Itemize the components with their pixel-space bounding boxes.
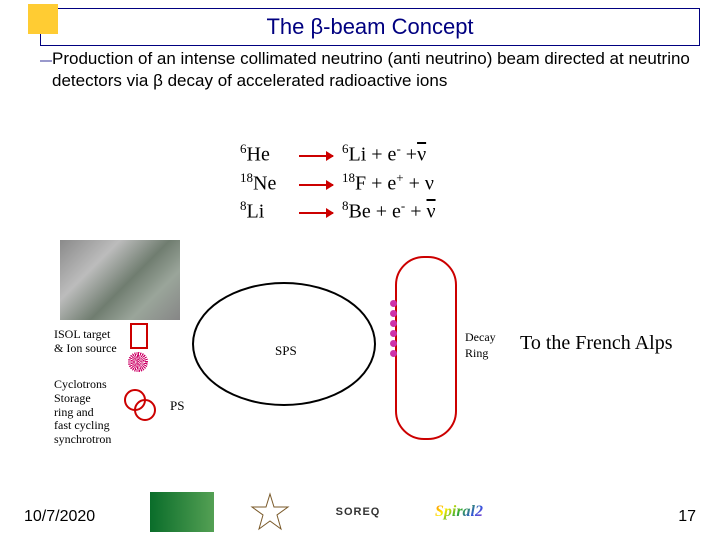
source-box-icon: [130, 323, 148, 349]
logo-2: [238, 492, 302, 532]
logo-soreq: SOREQ: [326, 492, 390, 532]
arrow-icon: [299, 212, 333, 214]
footer-page: 17: [678, 508, 696, 526]
decay-text: Decay: [465, 330, 496, 346]
logo-spiral2: Spiral2: [414, 492, 504, 532]
cyclotron-icon: [124, 389, 154, 419]
arrow-icon: [299, 155, 333, 157]
logo-1: [150, 492, 214, 532]
footer-logos: SOREQ Spiral2: [150, 492, 504, 532]
decay-dots-icon: [390, 300, 397, 357]
description-text: Production of an intense collimated neut…: [52, 48, 696, 92]
bullet-line: [40, 60, 52, 62]
decay-ring: [395, 256, 457, 440]
decay-ring-label: Decay Ring: [465, 330, 496, 361]
accent-square: [28, 4, 58, 34]
destination-label: To the French Alps: [520, 332, 672, 355]
sps-label: SPS: [275, 343, 297, 359]
isol-label: ISOL target& Ion source: [54, 328, 117, 356]
decay-reactions: 6He 6Li + e- +ν18Ne 18F + e+ + ν8Li 8Be …: [240, 140, 436, 226]
title-box: The β-beam Concept: [40, 8, 700, 46]
ring-text: Ring: [465, 346, 496, 362]
isol-photo: [60, 240, 180, 320]
ps-label: PS: [170, 398, 184, 414]
reaction-row: 18Ne 18F + e+ + ν: [240, 169, 436, 198]
footer-date: 10/7/2020: [24, 508, 95, 526]
reaction-row: 6He 6Li + e- +ν: [240, 140, 436, 169]
source-ring-icon: [128, 352, 148, 372]
page-title: The β-beam Concept: [266, 14, 473, 40]
reaction-row: 8Li 8Be + e- + ν: [240, 197, 436, 226]
arrow-icon: [299, 184, 333, 186]
cyclotron-label: CyclotronsStoragering andfast cyclingsyn…: [54, 378, 111, 447]
